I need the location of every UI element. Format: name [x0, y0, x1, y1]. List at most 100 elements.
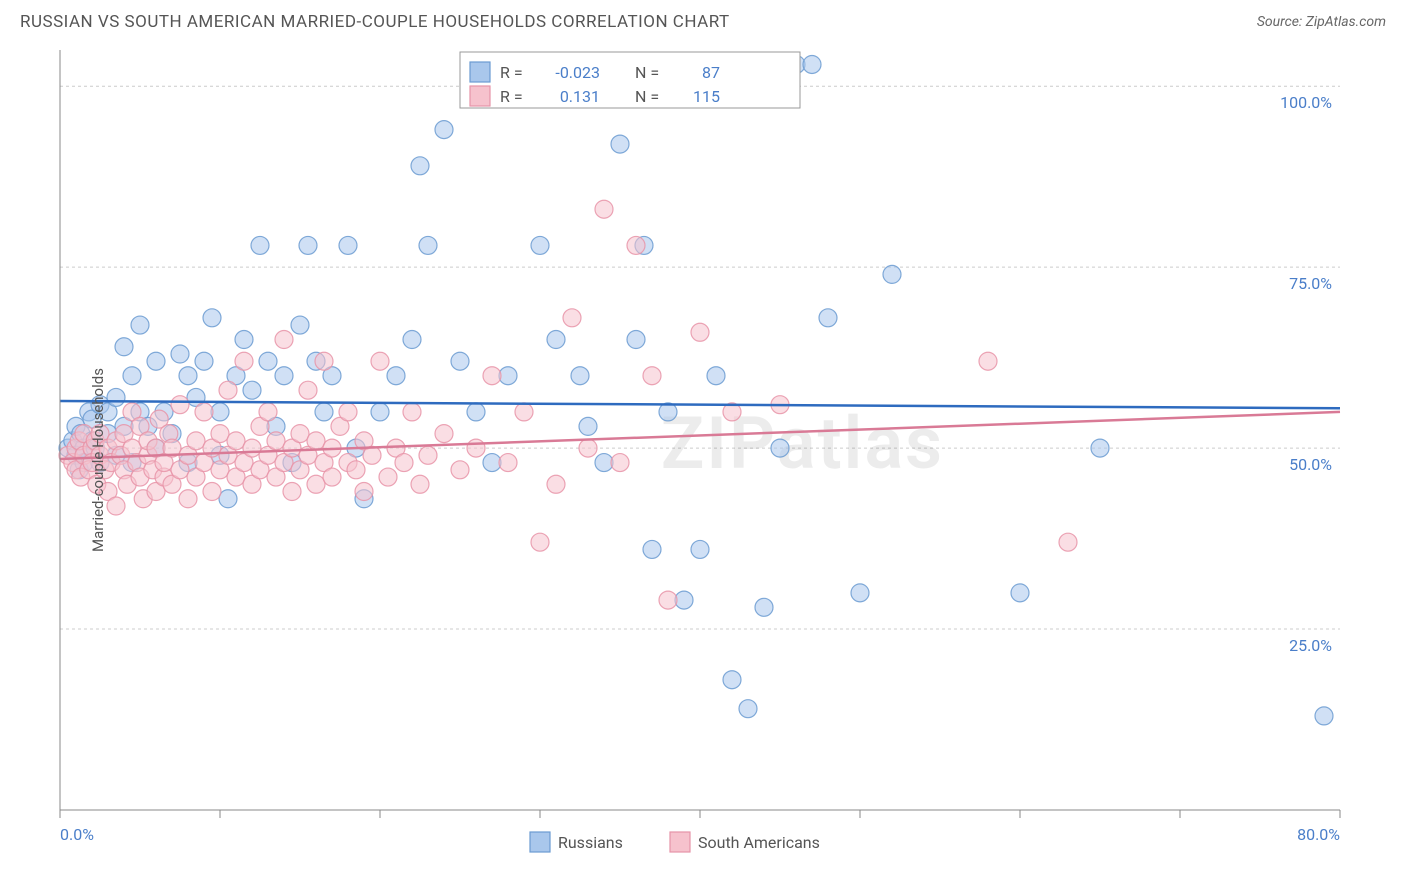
data-point: [179, 490, 197, 508]
data-point: [643, 540, 661, 558]
data-point: [243, 439, 261, 457]
data-point: [643, 367, 661, 385]
data-point: [243, 381, 261, 399]
data-point: [371, 352, 389, 370]
legend-swatch: [470, 62, 490, 82]
x-tick-label: 80.0%: [1297, 825, 1340, 844]
y-tick-label: 100.0%: [1280, 93, 1332, 112]
data-point: [275, 331, 293, 349]
data-point: [1315, 707, 1333, 725]
data-point: [627, 236, 645, 254]
data-point: [499, 454, 517, 472]
data-point: [227, 432, 245, 450]
data-point: [195, 352, 213, 370]
data-point: [347, 461, 365, 479]
data-point: [691, 323, 709, 341]
data-point: [371, 403, 389, 421]
data-point: [299, 236, 317, 254]
data-point: [595, 454, 613, 472]
x-tick-label: 0.0%: [60, 825, 94, 844]
scatter-chart: 25.0%50.0%75.0%100.0%ZIPatlas0.0%80.0%R …: [0, 40, 1406, 880]
y-tick-label: 50.0%: [1289, 455, 1332, 474]
data-point: [203, 309, 221, 327]
data-point: [435, 121, 453, 139]
data-point: [707, 367, 725, 385]
data-point: [595, 200, 613, 218]
data-point: [291, 425, 309, 443]
data-point: [803, 55, 821, 73]
data-point: [291, 316, 309, 334]
data-point: [171, 396, 189, 414]
data-point: [259, 403, 277, 421]
data-point: [515, 403, 533, 421]
data-point: [379, 468, 397, 486]
data-point: [187, 432, 205, 450]
data-point: [219, 381, 237, 399]
data-point: [299, 381, 317, 399]
data-point: [883, 265, 901, 283]
data-point: [755, 598, 773, 616]
data-point: [531, 236, 549, 254]
data-point: [107, 388, 125, 406]
data-point: [307, 432, 325, 450]
data-point: [363, 446, 381, 464]
chart-header: RUSSIAN VS SOUTH AMERICAN MARRIED-COUPLE…: [0, 0, 1406, 40]
data-point: [691, 540, 709, 558]
y-tick-label: 25.0%: [1289, 636, 1332, 655]
data-point: [499, 367, 517, 385]
data-point: [179, 367, 197, 385]
data-point: [411, 157, 429, 175]
data-point: [219, 490, 237, 508]
legend-n-label: N =: [635, 63, 659, 82]
data-point: [979, 352, 997, 370]
data-point: [211, 425, 229, 443]
data-point: [675, 591, 693, 609]
data-point: [339, 403, 357, 421]
data-point: [235, 331, 253, 349]
data-point: [355, 483, 373, 501]
data-point: [131, 316, 149, 334]
data-point: [123, 367, 141, 385]
legend-r-label: R =: [500, 63, 523, 82]
data-point: [259, 352, 277, 370]
data-point: [851, 584, 869, 602]
data-point: [547, 331, 565, 349]
data-point: [1059, 533, 1077, 551]
legend-series-label: Russians: [558, 833, 623, 852]
data-point: [611, 454, 629, 472]
data-point: [323, 468, 341, 486]
data-point: [315, 352, 333, 370]
chart-source: Source: ZipAtlas.com: [1257, 14, 1386, 30]
data-point: [435, 425, 453, 443]
chart-area: Married-couple Households 25.0%50.0%75.0…: [0, 40, 1406, 880]
data-point: [419, 446, 437, 464]
data-point: [387, 367, 405, 385]
legend-n-value: 115: [693, 87, 720, 106]
data-point: [451, 461, 469, 479]
data-point: [107, 497, 125, 515]
data-point: [579, 439, 597, 457]
legend-series-label: South Americans: [698, 833, 820, 852]
data-point: [483, 454, 501, 472]
data-point: [147, 352, 165, 370]
data-point: [723, 671, 741, 689]
data-point: [739, 700, 757, 718]
y-axis-label: Married-couple Households: [89, 368, 107, 552]
data-point: [547, 475, 565, 493]
data-point: [659, 591, 677, 609]
legend-swatch: [530, 832, 550, 852]
data-point: [171, 345, 189, 363]
legend-n-label: N =: [635, 87, 659, 106]
data-point: [283, 483, 301, 501]
legend-r-label: R =: [500, 87, 523, 106]
data-point: [315, 403, 333, 421]
data-point: [115, 338, 133, 356]
chart-title: RUSSIAN VS SOUTH AMERICAN MARRIED-COUPLE…: [20, 12, 730, 32]
data-point: [403, 403, 421, 421]
data-point: [195, 403, 213, 421]
data-point: [467, 439, 485, 457]
data-point: [1011, 584, 1029, 602]
legend-swatch: [470, 86, 490, 106]
data-point: [467, 403, 485, 421]
legend-swatch: [670, 832, 690, 852]
